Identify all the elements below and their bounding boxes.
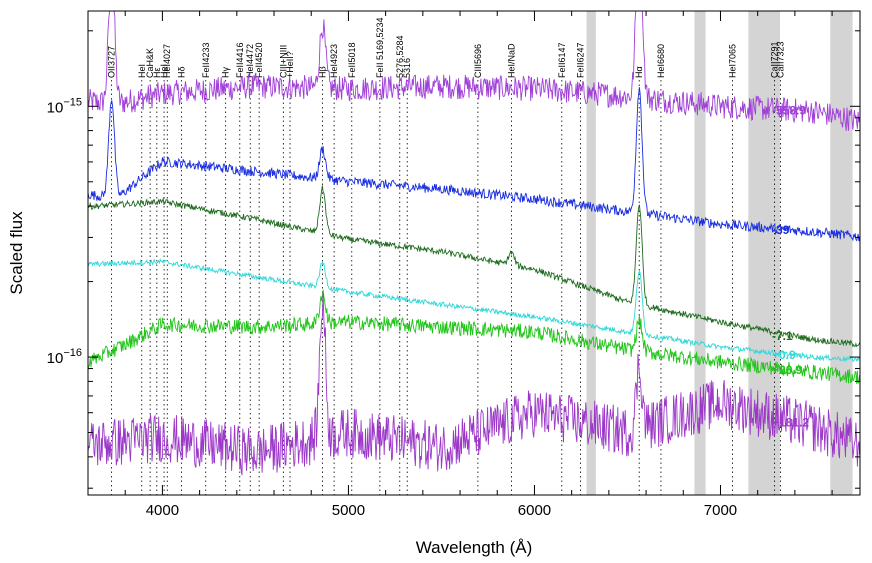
y-tick-label: 10−15 [47,96,82,116]
x-tick-label: 4000 [146,502,179,519]
telluric-band-1 [694,11,706,495]
line-label: Hβ [318,66,328,78]
series-label: -558.9 [772,103,806,117]
line-label: Hγ [221,67,231,78]
series-labels: -558.9 -39 -7.1 +0.9+26.9 +181.2 [772,103,809,429]
series-line [87,289,861,384]
x-tick-label: 7000 [704,502,737,519]
line-label: CaH&K [145,48,155,78]
line-label: FeII4416 [235,42,245,78]
line-label: FeII4520 [254,42,264,78]
line-label: HeI4472 [245,44,255,78]
series-label: -7.1 [772,329,793,343]
series-line [87,185,861,348]
line-label: HeI4027 [162,44,172,78]
x-axis-title: Wavelength (Å) [416,538,533,557]
line-label: HeI7065 [728,44,738,78]
line-label: FeII5018 [347,42,357,78]
series-line [87,87,861,242]
series-label: +181.2 [772,415,809,429]
y-tick-label: 10−16 [47,347,82,367]
line-label: HeI6680 [656,44,666,78]
series-label: -39 [772,223,790,237]
line-label: +HeII? [285,51,295,78]
line-label: 5316 [402,58,412,78]
line-label: FeII4233 [201,42,211,78]
line-label: Hε [152,67,162,78]
line-label: CaII7291 [770,41,780,78]
line-label: 5276,5284 [395,35,405,78]
line-label: HeI [159,64,169,78]
series-label: +0.9 [772,348,796,362]
line-label: Hδ [176,66,186,78]
line-label: HeI/NaD [506,43,516,78]
line-label: FeII 5169,5234 [375,17,385,78]
line-label: HeI [137,64,147,78]
series-line [87,258,860,363]
line-label: CIII5696 [473,44,483,78]
x-tick-label: 6000 [518,502,551,519]
telluric-band-0 [586,11,596,495]
x-axis-ticks: 4000 5000 6000 7000 [87,11,833,519]
spectra-series [87,10,861,476]
line-label: OII3727 [107,46,117,78]
line-label: Hα [634,66,644,78]
line-label: CIII+NIII [278,45,288,78]
line-label: FeII6247 [575,42,585,78]
plot-frame [87,10,861,496]
x-tick-label: 5000 [332,502,365,519]
line-label: CaII7323 [776,41,786,78]
line-label: HeI4923 [329,44,339,78]
series-line [87,10,861,131]
series-label: +26.9 [772,363,803,377]
y-axis-ticks: 10−15 10−16 [47,30,860,489]
series-line [87,292,861,476]
line-label: FeII6147 [557,42,567,78]
y-axis-title: Scaled flux [7,211,26,295]
